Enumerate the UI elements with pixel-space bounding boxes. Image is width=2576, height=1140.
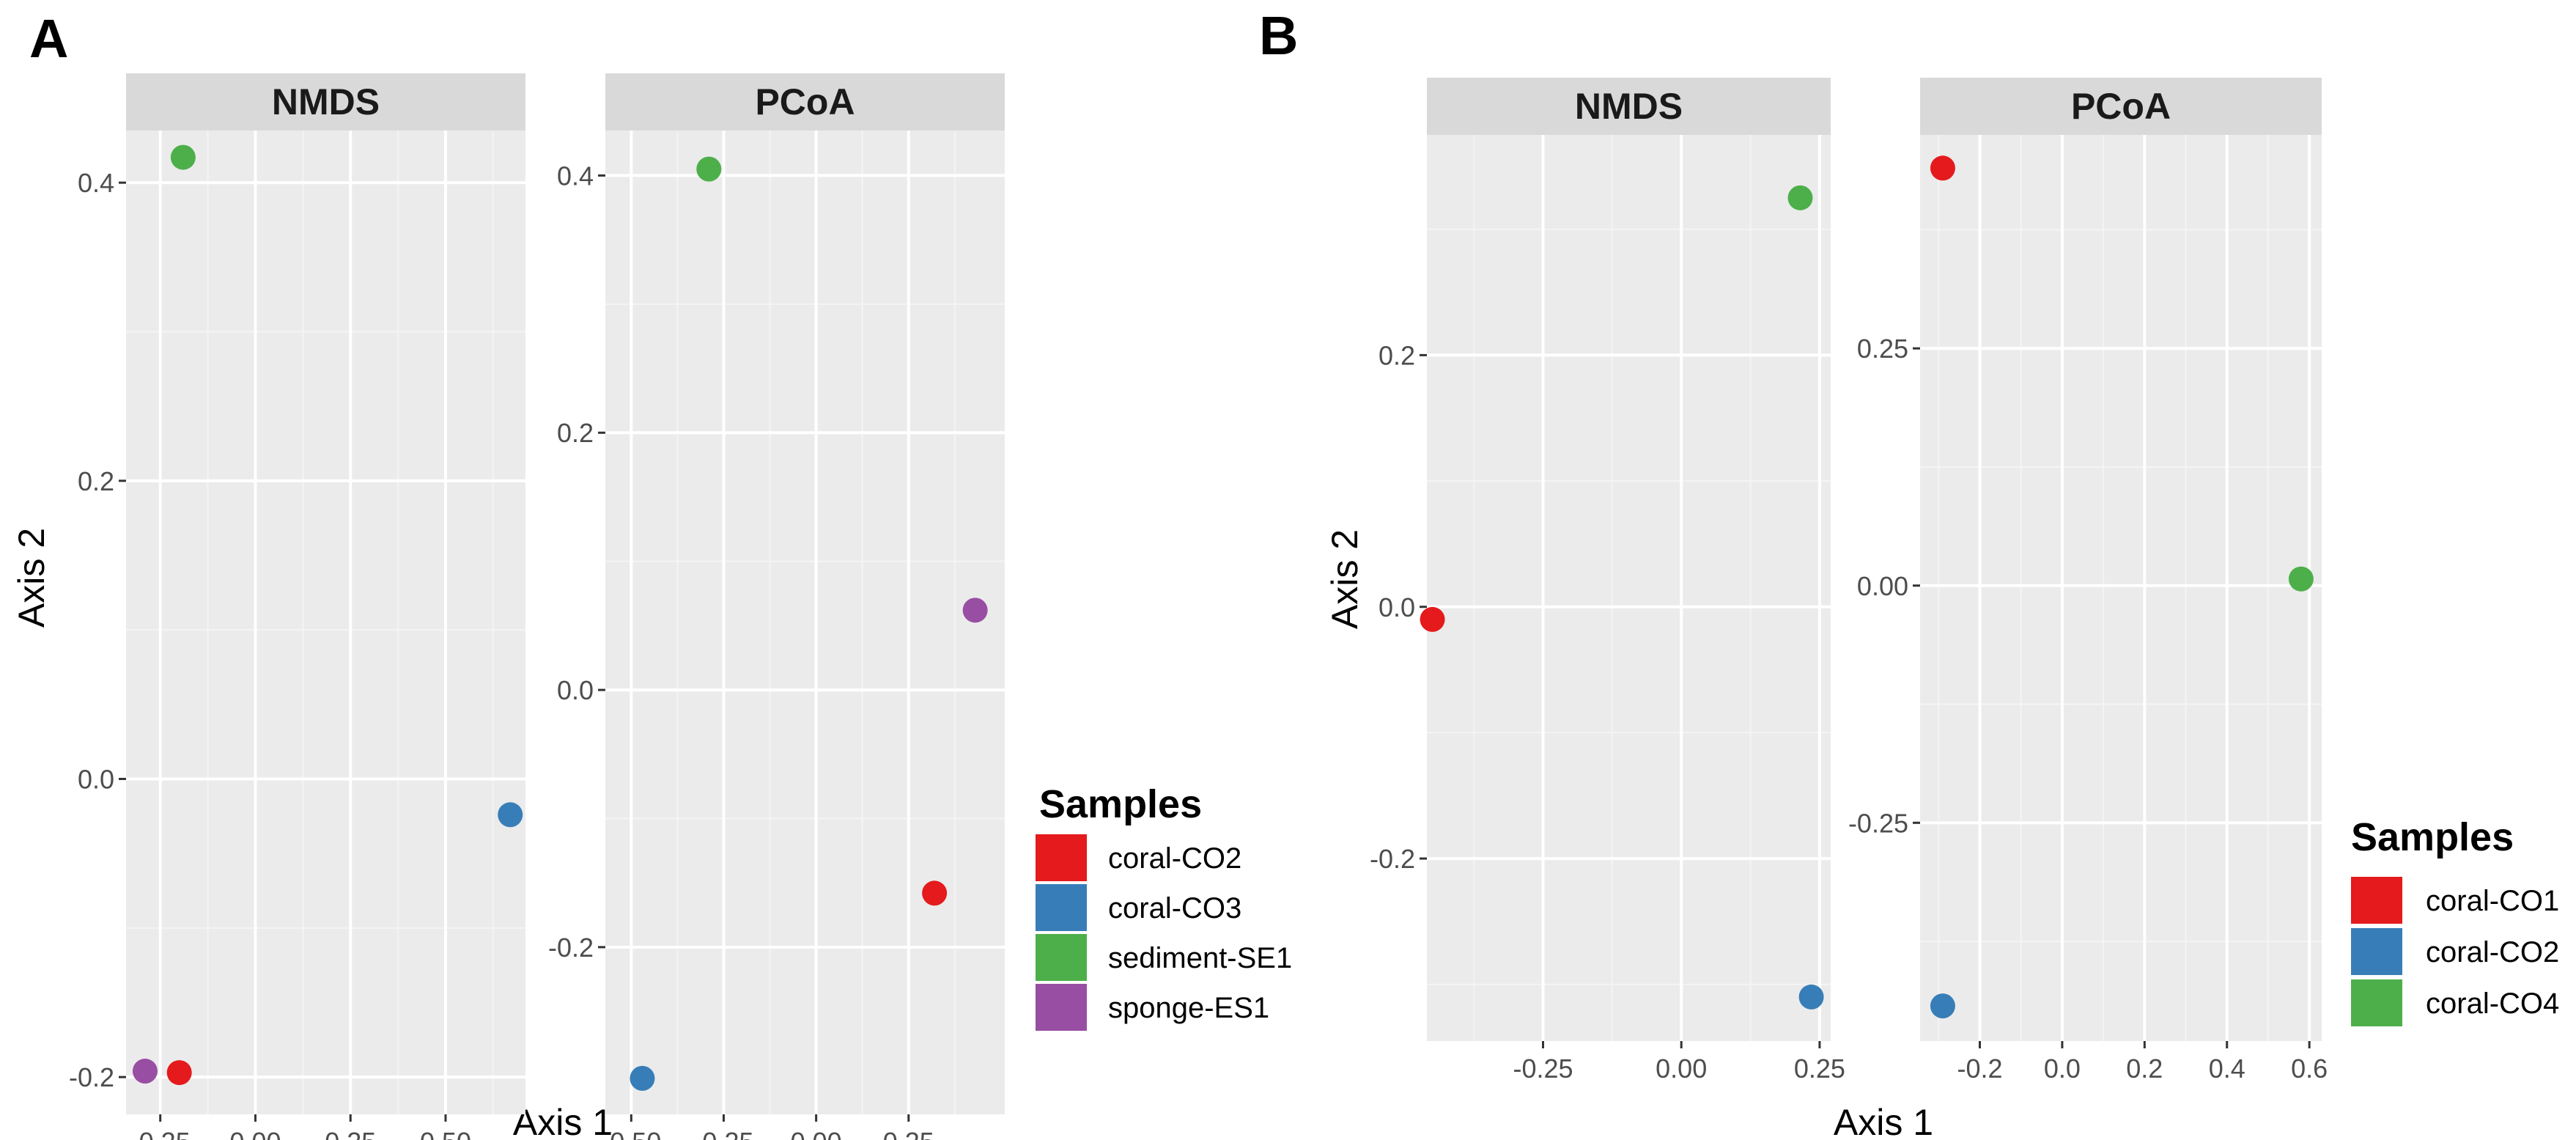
point-coral-co2: [922, 880, 948, 906]
x-tick-label: 0.25: [325, 1127, 376, 1140]
point-coral-co4: [1787, 185, 1813, 210]
figure-b: B Axis 2 Axis 1 NMDS -0.25 0.00 0.25 -0.2 0.…: [1259, 5, 2559, 1140]
figure-b-legend-title: Samples: [2351, 815, 2514, 859]
panel-b-pcoa-title: PCoA: [2071, 86, 2171, 127]
legend-label-sponge-es1: sponge-ES1: [1108, 992, 1269, 1024]
figure-a-legend: Samples coral-CO2 coral-CO3 sediment-SE1…: [1036, 782, 1292, 1031]
x-tick-label: -0.25: [693, 1127, 753, 1140]
point-coral-co3: [498, 802, 523, 828]
legend-swatch-coral-co2: [1036, 834, 1087, 881]
panel-b-nmds-background: [1427, 135, 1831, 1041]
figure-a: A Axis 2 Axis 1 NMDS -0.25 0.00 0.25 0.50 -0…: [11, 8, 1292, 1140]
panel-b-nmds: NMDS -0.25 0.00 0.25 -0.2 0.0 0.2: [1370, 78, 1845, 1084]
figure-a-legend-title: Samples: [1039, 782, 1202, 826]
panel-a-nmds-title: NMDS: [272, 81, 380, 122]
panel-a-pcoa-title: PCoA: [755, 81, 855, 122]
panel-b-pcoa-background: [1920, 135, 2322, 1041]
figure-a-letter: A: [29, 8, 68, 69]
panel-b-pcoa-strip: [1920, 78, 2322, 135]
y-tick-label: -0.2: [1370, 844, 1415, 874]
legend-entry: sediment-SE1: [1036, 934, 1292, 981]
x-tick-label: 0.0: [2044, 1053, 2081, 1084]
y-tick-label: 0.2: [557, 418, 594, 448]
panel-a-pcoa-background: [605, 130, 1005, 1114]
legend-label-coral-co2: coral-CO2: [1108, 842, 1241, 875]
x-tick-label: -0.50: [601, 1127, 661, 1140]
x-tick-label: 0.6: [2291, 1053, 2328, 1084]
x-tick-label: 0.25: [883, 1127, 934, 1140]
y-tick-label: 0.0: [1379, 592, 1415, 622]
figure-a-x-axis-title: Axis 1: [513, 1102, 613, 1140]
figure-b-letter: B: [1259, 5, 1298, 66]
panel-b-pcoa: PCoA -0.2 0.0 0.2 0.4 0.6 -0.25 0.00 0.25: [1848, 78, 2328, 1084]
legend-label-coral-co1: coral-CO1: [2426, 885, 2559, 917]
legend-swatch-coral-co4: [2351, 979, 2402, 1026]
x-tick-label: -0.25: [130, 1127, 191, 1140]
point-sediment-se1: [696, 156, 722, 182]
panel-b-nmds-title: NMDS: [1575, 86, 1683, 127]
legend-label-coral-co2: coral-CO2: [2426, 936, 2559, 968]
legend-swatch-coral-co3: [1036, 884, 1087, 931]
legend-swatch-coral-co2: [2351, 928, 2402, 975]
x-tick-label: 0.25: [1794, 1053, 1845, 1084]
y-tick-label: 0.4: [557, 161, 594, 191]
legend-entry: coral-CO2: [1036, 834, 1241, 881]
y-tick-label: 0.2: [78, 466, 114, 496]
y-tick-label: -0.25: [1848, 808, 1908, 838]
point-sponge-es1: [132, 1059, 158, 1084]
point-coral-co3: [630, 1065, 655, 1091]
y-tick-label: 0.4: [78, 168, 114, 198]
figure-b-y-axis-title: Axis 2: [1324, 529, 1365, 629]
point-coral-co2: [1930, 993, 1955, 1019]
x-tick-label: 0.4: [2209, 1053, 2245, 1084]
point-sponge-es1: [962, 597, 988, 623]
legend-swatch-coral-co1: [2351, 877, 2402, 924]
panel-b-nmds-strip: [1427, 78, 1831, 135]
x-tick-label: -0.2: [1957, 1053, 2002, 1084]
legend-swatch-sponge-es1: [1036, 984, 1087, 1031]
panel-a-nmds: NMDS -0.25 0.00 0.25 0.50 -0.2 0.0 0.2 0.4: [69, 73, 525, 1140]
y-tick-label: -0.2: [69, 1062, 114, 1092]
legend-entry: coral-CO3: [1036, 884, 1241, 931]
y-tick-label: 0.0: [78, 765, 114, 795]
panel-a-pcoa: PCoA -0.50 -0.25 0.00 0.25 -0.2 0.0 0.2 0.4: [548, 73, 1005, 1140]
y-tick-label: 0.2: [1379, 340, 1415, 370]
legend-label-sediment-se1: sediment-SE1: [1108, 942, 1292, 974]
legend-swatch-sediment-se1: [1036, 934, 1087, 981]
legend-label-coral-co3: coral-CO3: [1108, 892, 1241, 924]
x-tick-label: -0.25: [1513, 1053, 1573, 1084]
legend-entry: coral-CO2: [2351, 928, 2559, 975]
figure-a-y-axis-title: Axis 2: [11, 528, 52, 628]
legend-entry: coral-CO1: [2351, 877, 2559, 924]
point-coral-co2: [1798, 984, 1824, 1010]
legend-entry: coral-CO4: [2351, 979, 2559, 1026]
x-tick-label: 0.00: [1656, 1053, 1707, 1084]
y-tick-label: 0.25: [1857, 334, 1908, 364]
y-tick-label: 0.0: [557, 675, 594, 705]
figure-b-x-axis-title: Axis 1: [1834, 1102, 1933, 1140]
point-coral-co2: [166, 1060, 192, 1086]
x-tick-label: 0.00: [229, 1127, 281, 1140]
panel-a-pcoa-strip: [605, 73, 1005, 130]
point-coral-co1: [1420, 606, 1445, 632]
point-sediment-se1: [170, 144, 196, 170]
y-tick-label: -0.2: [548, 933, 594, 963]
legend-label-coral-co4: coral-CO4: [2426, 988, 2559, 1020]
x-tick-label: 0.2: [2126, 1053, 2163, 1084]
x-tick-label: 0.00: [791, 1127, 842, 1140]
point-coral-co4: [2288, 566, 2314, 592]
x-tick-label: 0.50: [420, 1127, 471, 1140]
figure-b-legend: Samples coral-CO1 coral-CO2 coral-CO4: [2351, 815, 2559, 1026]
point-coral-co1: [1930, 155, 1955, 181]
legend-entry: sponge-ES1: [1036, 984, 1269, 1031]
y-tick-label: 0.00: [1857, 571, 1908, 601]
panel-a-nmds-strip: [126, 73, 525, 130]
panel-a-nmds-background: [126, 130, 525, 1114]
